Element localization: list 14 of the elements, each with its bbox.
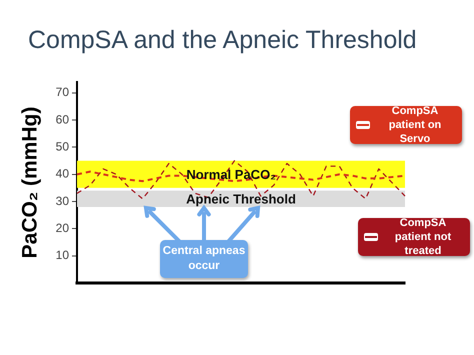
y-tick-label: 30: [56, 194, 70, 208]
legend-label: CompSA patient not treated: [394, 216, 452, 258]
y-tick-label: 20: [56, 220, 70, 235]
y-axis-title: PaCO₂ (mmHg): [18, 106, 42, 258]
band-label: Apneic Threshold: [186, 191, 296, 206]
band-label: Normal PaCO₂: [186, 166, 276, 182]
legend-label: CompSA patient on Servo: [388, 104, 442, 146]
annotation: Central apneas occur: [160, 240, 248, 278]
y-tick-label: 50: [56, 140, 70, 154]
y-tick-label: 70: [56, 85, 70, 100]
chart-title: CompSA and the Apneic Threshold: [28, 26, 417, 55]
y-tick-label: 60: [56, 112, 70, 126]
y-tick-label: 10: [56, 248, 70, 262]
y-tick-label: 40: [56, 166, 70, 181]
